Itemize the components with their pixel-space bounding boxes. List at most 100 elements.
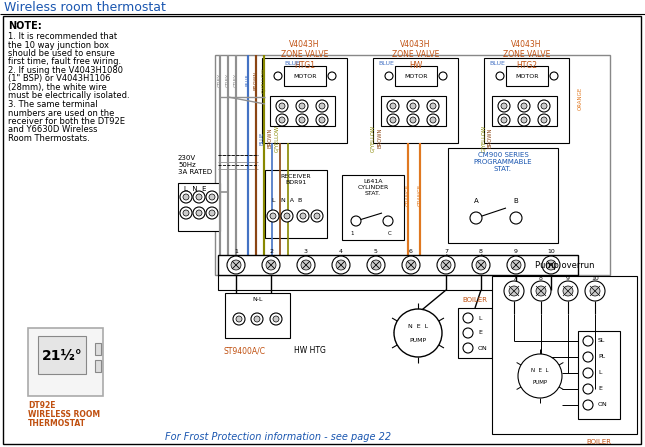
- Circle shape: [316, 100, 328, 112]
- Circle shape: [402, 256, 420, 274]
- Circle shape: [531, 281, 551, 301]
- Circle shape: [583, 336, 593, 346]
- Circle shape: [193, 207, 205, 219]
- Text: 8: 8: [539, 276, 543, 281]
- Bar: [95, 343, 101, 355]
- Circle shape: [410, 103, 416, 109]
- Text: CM900 SERIES
PROGRAMMABLE
STAT.: CM900 SERIES PROGRAMMABLE STAT.: [473, 152, 532, 172]
- Text: BLUE: BLUE: [489, 61, 505, 66]
- Circle shape: [236, 316, 242, 322]
- Text: BOILER: BOILER: [462, 297, 488, 303]
- Circle shape: [390, 117, 396, 123]
- Circle shape: [583, 352, 593, 362]
- Bar: [218, 255, 578, 275]
- Bar: [265, 170, 327, 238]
- Circle shape: [281, 210, 293, 222]
- Circle shape: [183, 194, 189, 200]
- Circle shape: [501, 117, 507, 123]
- Text: MOTOR: MOTOR: [404, 73, 428, 79]
- Text: L: L: [598, 371, 602, 375]
- Text: PL: PL: [598, 354, 605, 359]
- Circle shape: [314, 213, 320, 219]
- Text: ON: ON: [598, 402, 608, 408]
- Text: THERMOSTAT: THERMOSTAT: [28, 419, 86, 428]
- Text: numbers are used on the: numbers are used on the: [8, 109, 114, 118]
- Circle shape: [274, 72, 282, 80]
- Circle shape: [316, 114, 328, 126]
- Text: E: E: [478, 330, 482, 336]
- Bar: [492, 276, 637, 434]
- Bar: [381, 96, 446, 126]
- Text: V4043H
ZONE VALVE
HW: V4043H ZONE VALVE HW: [392, 40, 439, 70]
- Bar: [262, 58, 347, 143]
- Text: HW HTG: HW HTG: [294, 346, 326, 355]
- Circle shape: [279, 117, 285, 123]
- Text: ST9400A/C: ST9400A/C: [223, 346, 265, 355]
- Circle shape: [193, 191, 205, 203]
- Circle shape: [311, 210, 323, 222]
- Text: 6: 6: [409, 249, 413, 254]
- Text: BROWN: BROWN: [488, 128, 493, 148]
- Circle shape: [279, 103, 285, 109]
- Circle shape: [550, 72, 558, 80]
- Text: MOTOR: MOTOR: [515, 73, 539, 79]
- Circle shape: [233, 313, 245, 325]
- Circle shape: [521, 117, 527, 123]
- Circle shape: [206, 207, 218, 219]
- Text: BROWN: BROWN: [253, 71, 259, 89]
- Circle shape: [463, 343, 473, 353]
- Text: G/YELLOW: G/YELLOW: [481, 124, 486, 152]
- Text: N  E  L: N E L: [408, 325, 428, 329]
- Bar: [270, 96, 335, 126]
- Circle shape: [267, 210, 279, 222]
- Circle shape: [284, 213, 290, 219]
- Circle shape: [332, 256, 350, 274]
- Text: BROWN: BROWN: [267, 128, 272, 148]
- Circle shape: [504, 281, 524, 301]
- Text: 2. If using the V4043H1080: 2. If using the V4043H1080: [8, 66, 123, 75]
- Text: BROWN: BROWN: [377, 128, 382, 148]
- Circle shape: [498, 114, 510, 126]
- Circle shape: [180, 191, 192, 203]
- Circle shape: [296, 100, 308, 112]
- Text: NOTE:: NOTE:: [8, 21, 42, 31]
- Circle shape: [209, 194, 215, 200]
- Bar: [38, 336, 86, 374]
- Bar: [215, 55, 610, 275]
- Text: For Frost Protection information - see page 22: For Frost Protection information - see p…: [165, 432, 391, 442]
- Circle shape: [437, 256, 455, 274]
- Circle shape: [463, 328, 473, 338]
- Circle shape: [410, 117, 416, 123]
- Circle shape: [585, 281, 605, 301]
- Text: DT92E: DT92E: [28, 401, 55, 410]
- Text: PUMP: PUMP: [532, 380, 548, 384]
- Text: 1. It is recommended that: 1. It is recommended that: [8, 32, 117, 41]
- Text: BLUE: BLUE: [284, 61, 300, 66]
- Text: ON: ON: [478, 346, 488, 350]
- Circle shape: [538, 100, 550, 112]
- Text: ORANGE: ORANGE: [417, 184, 422, 206]
- Text: 7: 7: [444, 249, 448, 254]
- Text: the 10 way junction box: the 10 way junction box: [8, 41, 109, 50]
- Circle shape: [270, 213, 276, 219]
- Text: V4043H
ZONE VALVE
HTG2: V4043H ZONE VALVE HTG2: [503, 40, 550, 70]
- Text: 7: 7: [512, 276, 516, 281]
- Bar: [448, 148, 558, 243]
- Text: (1" BSP) or V4043H1106: (1" BSP) or V4043H1106: [8, 75, 110, 84]
- Text: G/YELLOW: G/YELLOW: [261, 67, 266, 93]
- Circle shape: [276, 100, 288, 112]
- Circle shape: [351, 216, 361, 226]
- Bar: [458, 308, 492, 358]
- Text: (28mm), the white wire: (28mm), the white wire: [8, 83, 107, 92]
- Text: Pump overrun: Pump overrun: [535, 261, 594, 270]
- Circle shape: [430, 117, 436, 123]
- Text: C: C: [388, 231, 392, 236]
- Circle shape: [387, 114, 399, 126]
- Text: RECEIVER
BDR91: RECEIVER BDR91: [281, 174, 312, 185]
- Text: WIRELESS ROOM: WIRELESS ROOM: [28, 410, 100, 419]
- Text: should be used to ensure: should be used to ensure: [8, 49, 115, 58]
- Text: 10: 10: [547, 249, 555, 254]
- Circle shape: [430, 103, 436, 109]
- Text: G/YELLOW: G/YELLOW: [370, 124, 375, 152]
- Bar: [373, 58, 458, 143]
